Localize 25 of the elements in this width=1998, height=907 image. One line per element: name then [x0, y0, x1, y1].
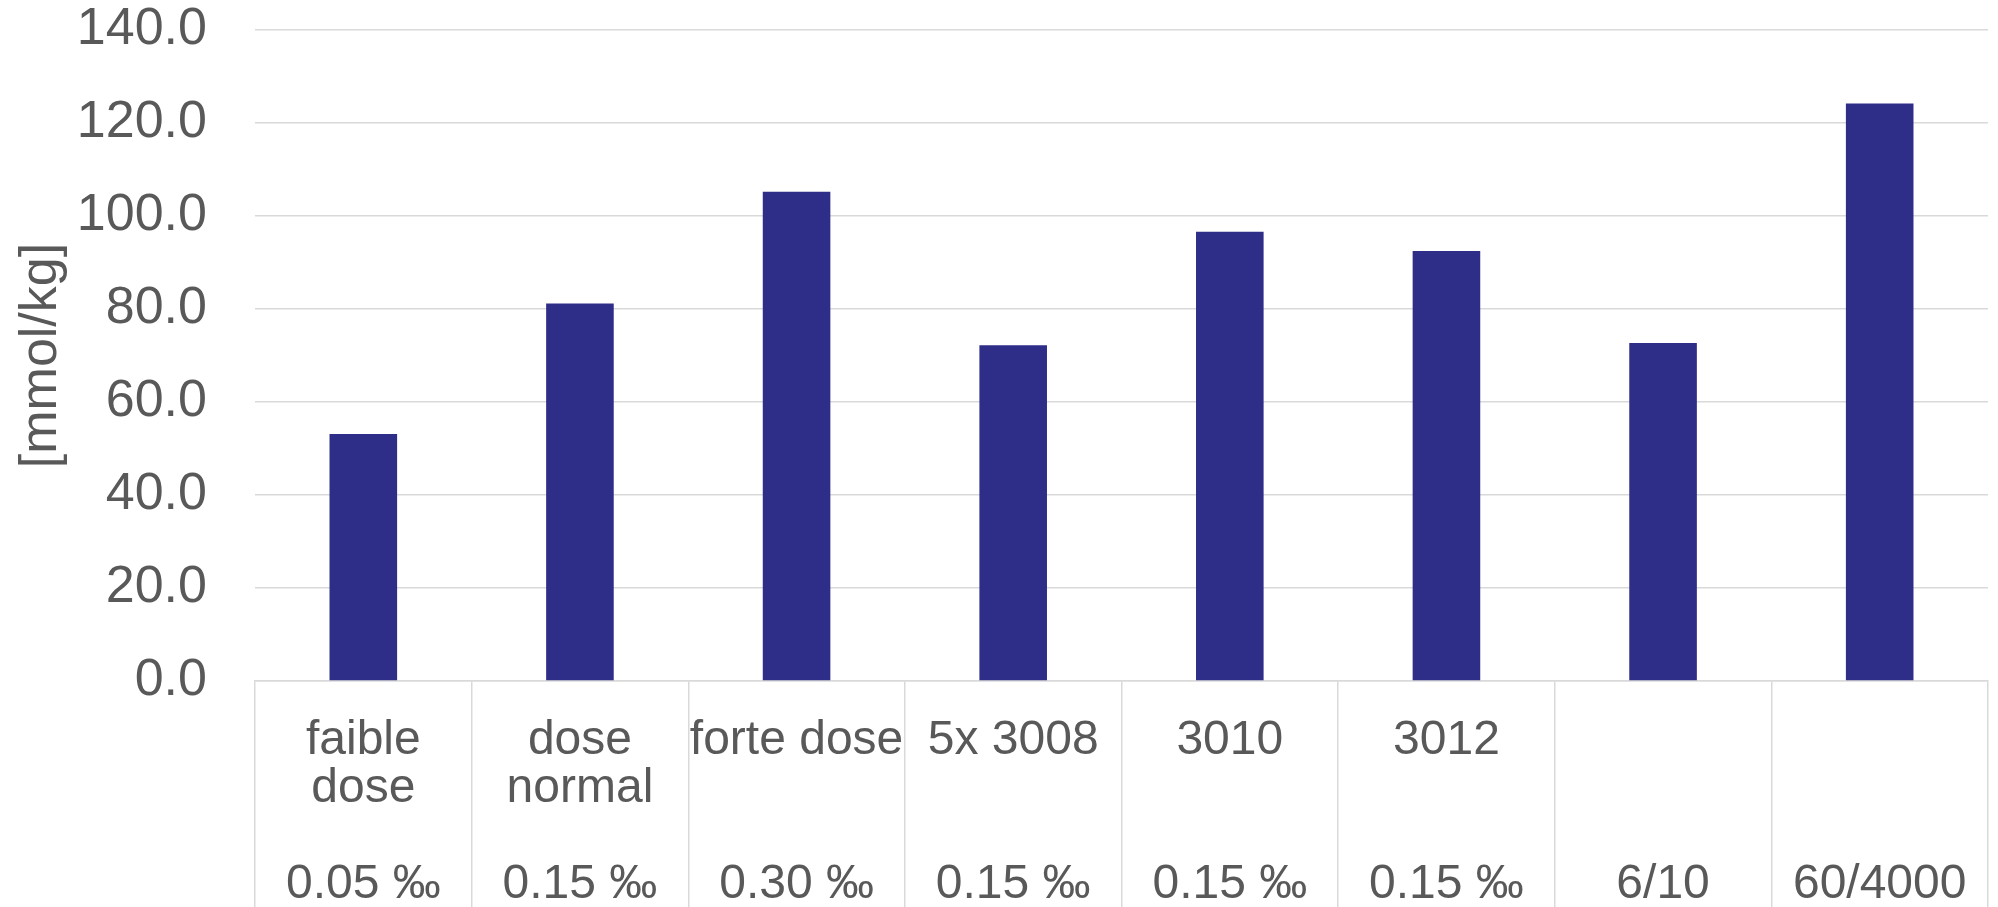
y-tick-label: 20.0: [105, 555, 207, 614]
x-tick-label: 6/10: [1616, 855, 1710, 907]
y-axis-title: [mmol/kg]: [8, 242, 67, 469]
bar: [1845, 103, 1914, 681]
bar: [979, 345, 1047, 681]
x-tick-label: dose normal 0.15 ‰: [502, 711, 658, 907]
y-tick-label: 120.0: [76, 90, 207, 149]
bar: [1412, 250, 1481, 681]
y-tick-label: 60.0: [105, 369, 207, 428]
category-label: 3010 0.15 ‰: [1152, 711, 1308, 907]
y-tick-label: 40.0: [105, 462, 207, 521]
x-tick-label: 60/4000: [1792, 855, 1967, 907]
category-label: 5x 3008 0.15 ‰: [927, 711, 1099, 907]
bar: [329, 434, 398, 681]
y-tick-label: 80.0: [105, 276, 207, 335]
category-label: 3012 0.15 ‰: [1369, 711, 1524, 907]
x-tick-label: faible dose 0.05 ‰: [285, 711, 441, 907]
bar: [1629, 342, 1697, 681]
bar: [1196, 231, 1264, 681]
bar: [762, 191, 831, 681]
category-label: forte dose 0.30 ‰: [689, 711, 904, 907]
y-tick-label: 0.0: [134, 648, 207, 707]
y-tick-label: 100.0: [76, 183, 207, 242]
y-tick-label: 140.0: [76, 0, 207, 56]
bar: [546, 303, 614, 681]
